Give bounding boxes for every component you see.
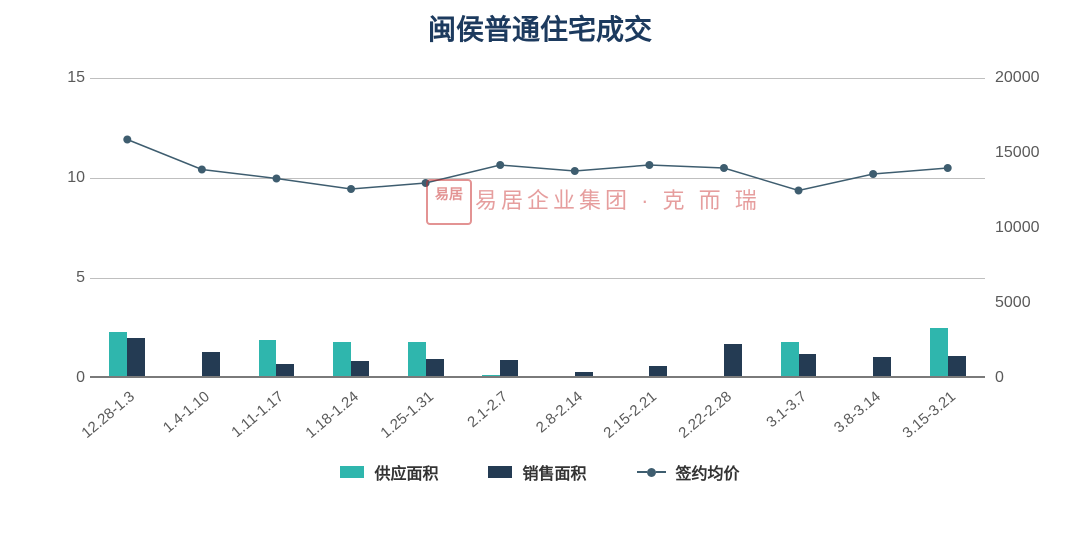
line-marker-price [272,175,280,183]
x-axis-labels: 12.28-1.31.4-1.101.11-1.171.18-1.241.25-… [90,388,985,458]
line-layer [90,78,985,378]
y-left-tick: 10 [30,169,85,187]
x-tick-label: 2.8-2.14 [533,388,586,436]
legend-label: 供应面积 [374,460,438,484]
line-marker-price [496,161,504,169]
y-right-tick: 15000 [995,144,1050,162]
x-tick-label: 3.1-3.7 [763,388,810,431]
line-price [127,140,947,191]
x-tick-label: 2.1-2.7 [464,388,511,431]
x-tick-label: 3.15-3.21 [899,388,958,442]
y-axis-left: 051015 [30,78,85,378]
line-marker-price [720,164,728,172]
legend-swatch-icon [488,466,512,478]
legend: 供应面积 销售面积 签约均价 [30,460,1050,484]
x-tick-label: 1.4-1.10 [160,388,213,436]
line-marker-price [944,164,952,172]
line-marker-price [795,187,803,195]
x-tick-label: 2.22-2.28 [675,388,734,442]
y-right-tick: 20000 [995,69,1050,87]
legend-item: 签约均价 [637,460,740,484]
plot-area: 易居 易居企业集团 · 克 而 瑞 [90,78,985,378]
y-right-tick: 10000 [995,219,1050,237]
legend-swatch-icon [340,466,364,478]
y-right-tick: 5000 [995,294,1050,312]
line-marker-price [645,161,653,169]
y-axis-right: 05000100001500020000 [995,78,1050,378]
x-axis-line [90,376,985,378]
legend-label: 签约均价 [676,460,740,484]
legend-item: 供应面积 [340,460,438,484]
x-tick-label: 1.25-1.31 [377,388,436,442]
line-marker-price [571,167,579,175]
legend-item: 销售面积 [488,460,586,484]
line-marker-price [869,170,877,178]
x-tick-label: 3.8-3.14 [831,388,884,436]
line-marker-price [422,179,430,187]
legend-label: 销售面积 [522,460,586,484]
y-left-tick: 5 [30,269,85,287]
x-tick-label: 12.28-1.3 [79,388,138,442]
chart-title: 闽侯普通住宅成交 [0,0,1080,48]
y-left-tick: 15 [30,69,85,87]
x-tick-label: 2.15-2.21 [601,388,660,442]
line-marker-price [198,166,206,174]
x-tick-label: 1.18-1.24 [302,388,361,442]
line-marker-price [123,136,131,144]
y-right-tick: 0 [995,369,1050,387]
legend-line-icon [637,468,666,477]
y-left-tick: 0 [30,369,85,387]
x-tick-label: 1.11-1.17 [229,388,288,441]
chart-container: 051015 05000100001500020000 易居 易居企业集团 · … [30,78,1050,488]
line-marker-price [347,185,355,193]
